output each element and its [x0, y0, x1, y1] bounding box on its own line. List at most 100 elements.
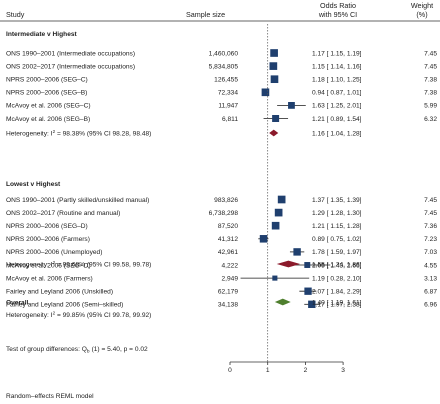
header-sample-size: Sample size [186, 10, 225, 19]
overall-heterogeneity: Heterogeneity: I2 = 99.85% (95% CI 99.78… [6, 311, 151, 320]
sample-size: 42,961 [218, 249, 239, 256]
x-tick-label: 1 [266, 367, 270, 374]
study-marker [269, 62, 278, 70]
study-name: NPRS 2000–2006 (Unemployed) [6, 249, 102, 256]
study-name: Fairley and Leyland 2006 (Semi–skilled) [6, 302, 123, 309]
weight-value: 7.45 [424, 210, 437, 217]
study-name: Fairley and Leyland 2006 (Unskilled) [6, 289, 113, 296]
weight-value: 7.23 [424, 236, 437, 243]
subgroup-diamond [269, 129, 279, 137]
x-tick-label: 0 [228, 367, 232, 374]
study-name: ONS 1990–2001 (Partly skilled/unskilled … [6, 197, 149, 204]
study-name: ONS 2002–2017 (Intermediate occupations) [6, 63, 135, 70]
ci-value: 1.37 [ 1.35, 1.39] [312, 197, 362, 204]
weight-value: 7.38 [424, 90, 437, 97]
heterogeneity-1: Heterogeneity: I2 = 98.38% (95% CI 98.28… [6, 129, 151, 138]
study-marker [272, 115, 280, 122]
weight-value: 5.99 [424, 103, 437, 110]
study-marker [293, 248, 301, 256]
x-axis: 0 1 2 3 [228, 361, 345, 374]
ci-value: 2.05 [ 1.43, 2.66] [312, 262, 362, 269]
weight-value: 7.38 [424, 77, 437, 84]
study-name: McAvoy et al. 2006 (Farmers) [6, 275, 93, 282]
study-name: NPRS 2000–2006 (SEG–D) [6, 223, 88, 230]
weight-value: 6.87 [424, 289, 437, 296]
sample-size: 6,811 [222, 116, 238, 123]
study-marker [277, 195, 286, 204]
study-marker [272, 275, 278, 281]
overall-ci-value: 1.40 [ 1.19, 1.61] [312, 299, 362, 306]
ci-value: 1.29 [ 1.28, 1.30] [312, 210, 362, 217]
ci-value: 1.21 [ 1.15, 1.28] [312, 223, 362, 230]
study-name: McAvoy et al. 2006 (SEG–C) [6, 103, 91, 110]
study-name: ONS 2002–2017 (Routine and manual) [6, 210, 120, 217]
sample-size: 2,949 [221, 275, 238, 282]
weight-value: 3.13 [424, 275, 437, 282]
ci-value: 0.89 [ 0.75, 1.02] [312, 236, 362, 243]
ci-value: 1.78 [ 1.59, 1.97] [312, 249, 362, 256]
ci-value: 1.15 [ 1.14, 1.16] [312, 63, 362, 70]
group-difference-test: Test of group differences: Qb (1) = 5.40,… [6, 346, 148, 355]
study-name: NPRS 2000–2006 (SEG–C) [6, 77, 88, 84]
overall-title: Overall [6, 299, 29, 306]
header-odds-ratio: Odds Ratio [320, 1, 356, 10]
header-ci: with 95% CI [318, 10, 357, 19]
heterogeneity-2: Heterogeneity: I2 = 99.68% (95% CI 99.58… [6, 260, 151, 269]
weight-value: 7.45 [424, 63, 437, 70]
weight-value: 6.96 [424, 302, 437, 309]
sample-size: 41,312 [218, 236, 239, 243]
study-marker [308, 300, 316, 308]
model-note: Random–effects REML model [6, 393, 94, 400]
study-name: McAvoy et al. 2006 (SEG–D) [6, 262, 91, 269]
study-marker [288, 102, 295, 109]
sample-size: 34,138 [218, 302, 239, 309]
summary-ci-value: 1.55 [ 1.24, 1.86] [312, 261, 362, 268]
study-marker [304, 287, 312, 295]
subgroup-diamond [276, 260, 301, 268]
ci-value: 1.17 [ 1.15, 1.19] [312, 50, 362, 57]
ci-value: 1.19 [ 0.28, 2.10] [312, 275, 362, 282]
sample-size: 11,947 [218, 103, 238, 110]
group-title: Lowest v Highest [6, 181, 61, 188]
group-title: Intermediate v Highest [6, 31, 78, 38]
sample-size: 62,179 [218, 289, 239, 296]
weight-value: 7.45 [424, 197, 437, 204]
x-tick-label: 2 [304, 367, 308, 374]
x-tick-label: 3 [341, 367, 345, 374]
weight-value: 7.36 [424, 223, 437, 230]
study-name: McAvoy et al. 2006 (SEG–B) [6, 116, 90, 123]
weight-value: 6.32 [424, 116, 437, 123]
sample-size: 1,460,060 [209, 50, 239, 57]
weight-value: 4.55 [424, 262, 437, 269]
study-name: ONS 1990–2001 (Intermediate occupations) [6, 50, 135, 57]
sample-size: 983,826 [214, 197, 238, 204]
ci-value: 2.17 [ 1.97, 2.38] [312, 302, 362, 309]
ci-value: 0.94 [ 0.87, 1.01] [312, 90, 362, 97]
sample-size: 6,738,298 [209, 210, 239, 217]
ci-value: 2.07 [ 1.84, 2.29] [312, 289, 362, 296]
ci-value: 1.63 [ 1.25, 2.01] [312, 103, 362, 110]
forest-rows: Intermediate v Highest ONS 1990–2001 (Int… [6, 24, 437, 362]
sample-size: 87,520 [218, 223, 239, 230]
header-weight-unit: (%) [416, 10, 427, 19]
header-weight: Weight [411, 1, 433, 10]
study-name: NPRS 2000–2006 (SEG–B) [6, 90, 87, 97]
weight-value: 7.03 [424, 249, 437, 256]
sample-size: 72,334 [218, 90, 239, 97]
summary-ci-value: 1.16 [ 1.04, 1.28] [312, 130, 362, 137]
study-marker [271, 221, 280, 230]
study-marker [261, 88, 270, 97]
sample-size: 5,834,805 [209, 63, 239, 70]
weight-value: 7.45 [424, 50, 437, 57]
sample-size: 4,222 [221, 262, 238, 269]
overall-diamond [274, 298, 291, 306]
study-marker [259, 235, 268, 243]
study-marker [304, 262, 311, 268]
study-marker [270, 49, 278, 57]
study-name: NPRS 2000–2006 (Farmers) [6, 236, 90, 243]
header-study: Study [6, 10, 25, 19]
ci-value: 1.18 [ 1.10, 1.25] [312, 77, 362, 84]
study-marker [270, 75, 279, 84]
ci-value: 1.21 [ 0.89, 1.54] [312, 116, 362, 123]
